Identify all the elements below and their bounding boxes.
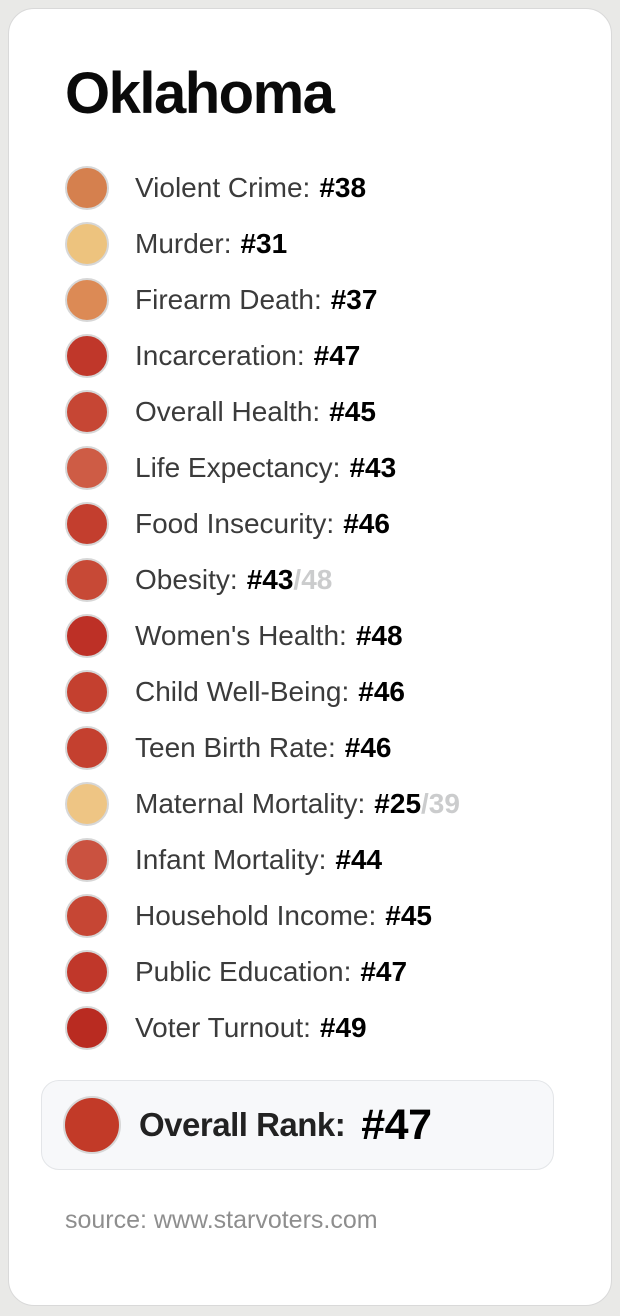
stat-label: Child Well-Being: bbox=[135, 676, 350, 707]
stat-label: Overall Health: bbox=[135, 396, 321, 427]
rank-dot-icon bbox=[65, 894, 109, 938]
stat-rank-value: #46 bbox=[344, 732, 392, 763]
stat-label: Teen Birth Rate: bbox=[135, 732, 336, 763]
stat-label: Firearm Death: bbox=[135, 284, 322, 315]
stat-row: Child Well-Being: #46 bbox=[9, 664, 611, 720]
rank-dot-icon bbox=[65, 1006, 109, 1050]
stat-label: Incarceration: bbox=[135, 340, 305, 371]
stat-row: Public Education: #47 bbox=[9, 944, 611, 1000]
stat-row: Food Insecurity: #46 bbox=[9, 496, 611, 552]
stat-secondary-rank: /39 bbox=[421, 788, 460, 819]
stat-label: Murder: bbox=[135, 228, 232, 259]
rank-dot-icon bbox=[65, 502, 109, 546]
stat-rank-value: #43 bbox=[246, 564, 294, 595]
stat-label: Infant Mortality: bbox=[135, 844, 327, 875]
overall-rank-box: Overall Rank: #47 bbox=[41, 1080, 554, 1170]
overall-rank-value: #47 bbox=[361, 1100, 432, 1149]
stat-rank-value: #44 bbox=[335, 844, 383, 875]
stat-label: Public Education: bbox=[135, 956, 352, 987]
stat-rank-value: #47 bbox=[313, 340, 361, 371]
overall-rank-label: Overall Rank: bbox=[139, 1106, 346, 1143]
stat-rank-value: #48 bbox=[355, 620, 403, 651]
rank-dot-icon bbox=[65, 782, 109, 826]
stat-rank-value: #46 bbox=[343, 508, 390, 539]
rank-dot-icon bbox=[65, 390, 109, 434]
rank-dot-icon bbox=[65, 838, 109, 882]
stat-rank-value: #46 bbox=[358, 676, 405, 707]
state-title: Oklahoma bbox=[65, 61, 335, 126]
stat-rank-value: #25 bbox=[374, 788, 422, 819]
stat-rank-value: #38 bbox=[319, 172, 367, 203]
rank-dot-icon bbox=[65, 558, 109, 602]
stat-label: Women's Health: bbox=[135, 620, 347, 651]
stat-label: Voter Turnout: bbox=[135, 1012, 311, 1043]
stat-rank-value: #37 bbox=[330, 284, 378, 315]
stat-row: Overall Health: #45 bbox=[9, 384, 611, 440]
rank-dot-icon bbox=[65, 446, 109, 490]
rank-dot-icon bbox=[65, 166, 109, 210]
rank-dot-icon bbox=[65, 950, 109, 994]
stat-label: Obesity: bbox=[135, 564, 238, 595]
stat-rank-value: #45 bbox=[385, 900, 432, 931]
rank-dot-icon bbox=[65, 278, 109, 322]
stat-label: Food Insecurity: bbox=[135, 508, 335, 539]
stat-label: Life Expectancy: bbox=[135, 452, 341, 483]
stat-row: Infant Mortality: #44 bbox=[9, 832, 611, 888]
rank-dot-icon bbox=[65, 670, 109, 714]
stat-row: Murder: #31 bbox=[9, 216, 611, 272]
stat-rank-value: #31 bbox=[240, 228, 288, 259]
stat-row: Voter Turnout: #49 bbox=[9, 1000, 611, 1056]
stat-row: Women's Health: #48 bbox=[9, 608, 611, 664]
stat-rank-value: #45 bbox=[329, 396, 376, 427]
stat-row: Teen Birth Rate: #46 bbox=[9, 720, 611, 776]
stats-list: Violent Crime: #38 Murder: #31 Firearm D… bbox=[9, 160, 611, 1056]
state-rank-card: Oklahoma Violent Crime: #38 Murder: #31 … bbox=[8, 8, 612, 1306]
stat-rank-value: #47 bbox=[360, 956, 408, 987]
stat-secondary-rank: /48 bbox=[293, 564, 333, 595]
stat-rank-value: #43 bbox=[349, 452, 397, 483]
rank-dot-icon bbox=[65, 726, 109, 770]
stat-row: Life Expectancy: #43 bbox=[9, 440, 611, 496]
stat-label: Maternal Mortality: bbox=[135, 788, 366, 819]
stat-row: Maternal Mortality: #25 /39 bbox=[9, 776, 611, 832]
rank-dot-icon bbox=[65, 614, 109, 658]
stat-rank-value: #49 bbox=[319, 1012, 367, 1043]
stat-label: Household Income: bbox=[135, 900, 377, 931]
stat-label: Violent Crime: bbox=[135, 172, 311, 203]
rank-dot-icon bbox=[65, 222, 109, 266]
source-text: source: www.starvoters.com bbox=[65, 1206, 378, 1234]
stat-row: Firearm Death: #37 bbox=[9, 272, 611, 328]
stat-row: Violent Crime: #38 bbox=[9, 160, 611, 216]
stat-row: Incarceration: #47 bbox=[9, 328, 611, 384]
stat-row: Obesity: #43 /48 bbox=[9, 552, 611, 608]
rank-dot-icon bbox=[65, 334, 109, 378]
overall-rank-dot-icon bbox=[63, 1096, 121, 1154]
stat-row: Household Income: #45 bbox=[9, 888, 611, 944]
